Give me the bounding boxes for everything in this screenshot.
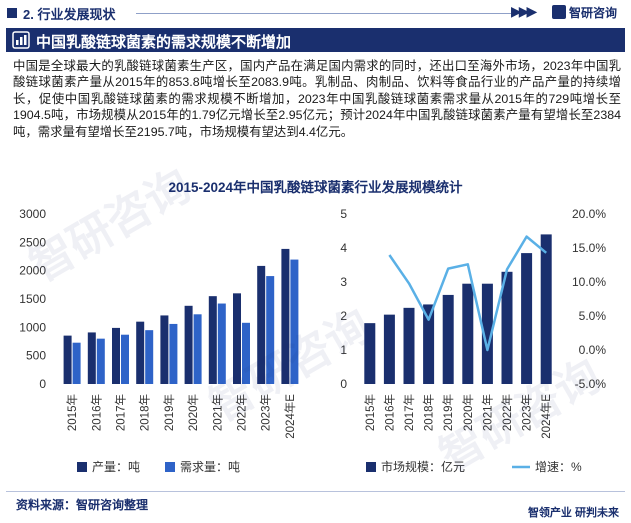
y-tick-label: 1500 bbox=[19, 292, 46, 306]
legend-swatch-production bbox=[77, 462, 87, 472]
brand-name: 智研咨询 bbox=[569, 5, 618, 20]
bar-market-size bbox=[423, 304, 435, 384]
x-tick-label: 2016年 bbox=[89, 394, 103, 431]
x-tick-label: 2016年 bbox=[382, 394, 396, 431]
bar-demand bbox=[193, 314, 202, 384]
bar-production bbox=[160, 315, 169, 384]
bar-production bbox=[281, 248, 290, 384]
legend-label-market-size: 市场规模：亿元 bbox=[381, 459, 465, 474]
x-tick-label: 2024年E bbox=[283, 394, 297, 439]
bar-production bbox=[87, 332, 96, 384]
x-tick-label: 2015年 bbox=[363, 394, 377, 431]
legend-label-production: 产量：吨 bbox=[92, 460, 140, 474]
bar-production bbox=[136, 321, 145, 384]
y-tick-label: 2500 bbox=[19, 235, 46, 249]
y-tick-label-right: 20.0% bbox=[572, 207, 606, 221]
bar-production bbox=[257, 265, 266, 384]
bar-production bbox=[184, 305, 193, 384]
footer-divider bbox=[6, 491, 625, 492]
bar-demand bbox=[242, 322, 250, 384]
bar-production bbox=[233, 293, 241, 384]
y-tick-label-left: 0 bbox=[340, 377, 347, 391]
description-paragraph: 中国是全球最大的乳酸链球菌素生产区，国内产品在满足国内需求的同时，还出口至海外市… bbox=[13, 59, 621, 139]
x-tick-label: 2015年 bbox=[65, 394, 79, 431]
y-tick-label-left: 3 bbox=[340, 275, 347, 289]
y-tick-label-left: 4 bbox=[340, 241, 347, 255]
y-tick-label: 500 bbox=[26, 349, 46, 363]
x-tick-label: 2017年 bbox=[402, 394, 416, 431]
y-tick-label-right: 0.0% bbox=[579, 343, 607, 357]
x-tick-label: 2023年 bbox=[520, 394, 534, 431]
top-bar: 2. 行业发展现状 ▶▶▶ 智研咨询 bbox=[0, 0, 631, 26]
y-tick-label-right: 15.0% bbox=[572, 241, 606, 255]
source-note: 资料来源：智研咨询整理 bbox=[16, 498, 149, 512]
brand-mark-icon bbox=[552, 5, 566, 19]
brand-logo: 智研咨询 bbox=[552, 4, 617, 20]
y-tick-label-left: 5 bbox=[340, 207, 347, 221]
section-marker-icon bbox=[7, 8, 17, 18]
bar-demand bbox=[145, 330, 154, 384]
x-tick-label: 2018年 bbox=[138, 394, 152, 431]
title-banner: 中国乳酸链球菌素的需求规模不断增加 bbox=[6, 28, 625, 52]
y-tick-label: 2000 bbox=[19, 264, 46, 278]
bar-production bbox=[208, 296, 217, 384]
bar-demand bbox=[217, 303, 226, 384]
x-tick-label: 2022年 bbox=[235, 394, 249, 431]
x-tick-label: 2019年 bbox=[441, 394, 455, 431]
bar-demand bbox=[266, 276, 275, 384]
x-tick-label: 2023年 bbox=[259, 394, 273, 431]
x-tick-label: 2021年 bbox=[480, 394, 494, 431]
x-tick-label: 2024年E bbox=[539, 394, 553, 439]
x-tick-label: 2020年 bbox=[186, 394, 200, 431]
bar-market-size bbox=[462, 283, 474, 384]
bar-market-size bbox=[521, 253, 533, 384]
bar-demand bbox=[290, 259, 299, 384]
bar-demand bbox=[121, 334, 129, 384]
y-tick-label: 0 bbox=[39, 377, 46, 391]
y-tick-label: 3000 bbox=[19, 207, 46, 221]
bar-demand bbox=[72, 342, 81, 384]
chart-icon bbox=[12, 31, 30, 49]
slogan: 智领产业 研判未来 bbox=[527, 507, 619, 519]
chart-area: 2015-2024年中国乳酸链球菌素行业发展规模统计05001000150020… bbox=[19, 179, 607, 474]
y-tick-label-right: 5.0% bbox=[579, 309, 607, 323]
legend-swatch-demand bbox=[165, 462, 175, 472]
divider bbox=[136, 13, 511, 14]
bar-market-size bbox=[383, 314, 395, 384]
legend-swatch-market-size bbox=[366, 462, 376, 472]
y-tick-label-left: 2 bbox=[340, 309, 347, 323]
banner-title: 中国乳酸链球菌素的需求规模不断增加 bbox=[36, 34, 292, 51]
legend-label-growth: 增速：% bbox=[535, 460, 582, 474]
bar-production bbox=[112, 327, 120, 384]
growth-line bbox=[388, 235, 547, 352]
chevrons-icon: ▶▶▶ bbox=[511, 3, 537, 19]
y-tick-label-right: 10.0% bbox=[572, 275, 606, 289]
legend-label-demand: 需求量：吨 bbox=[180, 460, 240, 474]
bar-market-size bbox=[403, 307, 415, 384]
chart-title: 2015-2024年中国乳酸链球菌素行业发展规模统计 bbox=[168, 179, 463, 195]
y-tick-label-left: 1 bbox=[340, 343, 347, 357]
bar-market-size bbox=[540, 234, 552, 384]
x-tick-label: 2019年 bbox=[162, 394, 176, 431]
y-tick-label: 1000 bbox=[19, 320, 46, 334]
x-tick-label: 2018年 bbox=[422, 394, 436, 431]
x-tick-label: 2022年 bbox=[500, 394, 514, 431]
bar-market-size bbox=[442, 294, 454, 384]
section-title: 2. 行业发展现状 bbox=[23, 7, 116, 22]
bar-demand bbox=[169, 323, 178, 384]
x-tick-label: 2020年 bbox=[461, 394, 475, 431]
y-tick-label-right: -5.0% bbox=[575, 377, 607, 391]
bar-market-size bbox=[364, 323, 376, 384]
x-tick-label: 2021年 bbox=[210, 394, 224, 431]
bar-market-size bbox=[481, 283, 493, 384]
bar-market-size bbox=[501, 271, 513, 384]
x-tick-label: 2017年 bbox=[114, 394, 128, 431]
bar-production bbox=[63, 335, 72, 384]
bar-demand bbox=[96, 338, 105, 384]
